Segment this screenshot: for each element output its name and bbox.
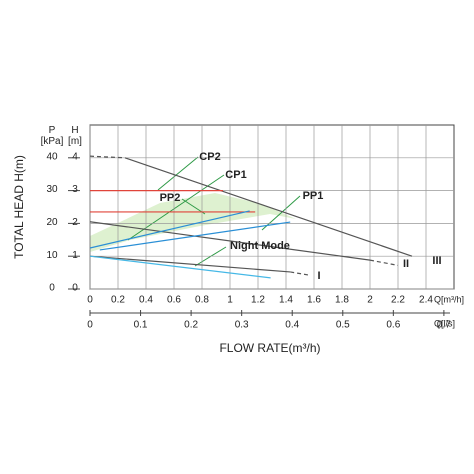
x-tick-label: 2.2: [391, 295, 405, 306]
x2-tick-label: 0.1: [134, 320, 148, 331]
x2-unit-label: Q[l/s]: [434, 318, 455, 328]
y-axis-label: TOTAL HEAD H(m): [12, 155, 26, 259]
x2-tick-label: 0.3: [235, 320, 249, 331]
x2-tick-label: 0.4: [285, 320, 299, 331]
curve-label: II: [403, 258, 409, 270]
x-tick-label: 0: [87, 295, 93, 306]
x2-tick-label: 0: [87, 320, 93, 331]
curve-label: CP2: [199, 151, 220, 163]
x-tick-label: 1.8: [335, 295, 349, 306]
y-tick-label: 2: [72, 217, 78, 228]
plot-frame: [89, 124, 455, 290]
y2-tick-label: 40: [46, 151, 58, 162]
y2-tick-label: 30: [46, 184, 58, 195]
curve: [89, 255, 271, 279]
x2-tick-label: 0.2: [184, 320, 198, 331]
curve-label: I: [317, 270, 320, 282]
curve: [89, 155, 126, 159]
y-unit-label: H [m]: [68, 125, 82, 147]
curve: [369, 259, 399, 266]
y2-tick-label: 10: [46, 250, 58, 261]
x2-tick-label: 0.7: [437, 320, 451, 331]
x-tick-label: 0.2: [111, 295, 125, 306]
x-tick-label: 2: [367, 295, 373, 306]
x-tick-label: 0.8: [195, 295, 209, 306]
x-tick-label: 2.4: [419, 295, 433, 306]
x2-tick-label: 0.5: [336, 320, 350, 331]
x2-tick-label: 0.6: [386, 320, 400, 331]
x-axis-label: FLOW RATE(m³/h): [219, 341, 320, 355]
x-unit-label: Q[m³/h]: [434, 294, 464, 304]
operating-area: [90, 193, 296, 252]
x-tick-label: 1.2: [251, 295, 265, 306]
curve-label: Night Mode: [230, 240, 290, 252]
curve: [89, 255, 291, 273]
curve-label: PP1: [303, 190, 324, 202]
curve: [124, 157, 413, 257]
x-tick-label: 0.4: [139, 295, 153, 306]
x-tick-label: 1: [227, 295, 233, 306]
y-tick-label: 1: [72, 250, 78, 261]
curve-label: CP1: [225, 169, 246, 181]
y2-tick-label: 0: [49, 283, 55, 294]
y2-unit-label: P [kPa]: [41, 125, 64, 147]
curve-label: III: [432, 255, 441, 267]
x-tick-label: 0.6: [167, 295, 181, 306]
y-tick-label: 3: [72, 184, 78, 195]
x-tick-label: 1.4: [279, 295, 293, 306]
curve: [89, 221, 371, 261]
curve: [290, 271, 310, 276]
y-tick-label: 4: [72, 151, 78, 162]
curve-label: PP2: [160, 192, 181, 204]
curve: [99, 221, 291, 251]
curve: [89, 210, 250, 249]
x-tick-label: 1.6: [307, 295, 321, 306]
y-tick-label: 0: [72, 283, 78, 294]
y2-tick-label: 20: [46, 217, 58, 228]
